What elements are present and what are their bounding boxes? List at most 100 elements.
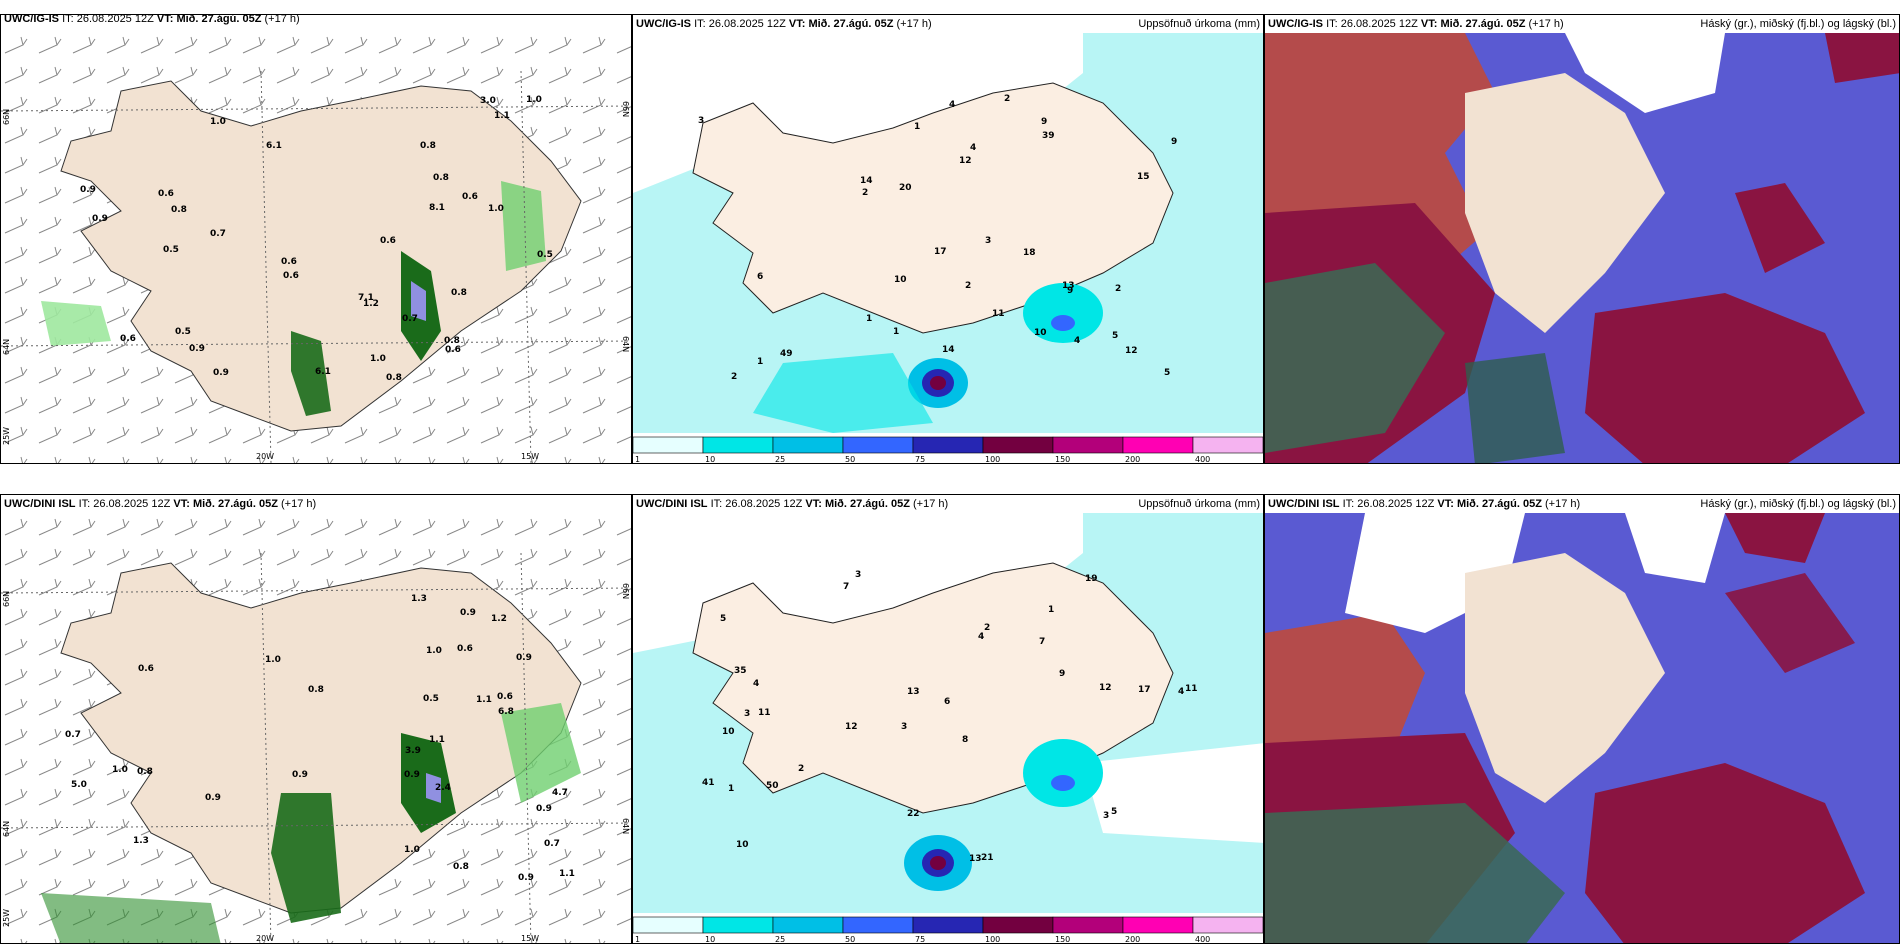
legend-swatch	[982, 436, 1054, 454]
precip-value-label: 2	[862, 188, 868, 198]
precip-value-label: 4	[978, 632, 984, 642]
lat-tick: 66N	[2, 109, 11, 125]
wind-value-label: 0.6	[283, 271, 299, 281]
precip-value-label: 11	[758, 708, 771, 718]
precip-panel-title: UWC/IG-IS IT: 26.08.2025 12Z VT: Mið. 27…	[636, 18, 1260, 30]
legend-swatch	[842, 436, 914, 454]
precip-value-label: 4	[970, 143, 976, 153]
precip-value-label: 11	[992, 309, 1005, 319]
legend-swatch	[1052, 916, 1124, 934]
precip-value-label: 13	[907, 687, 920, 697]
precip-value-label: 17	[934, 247, 947, 257]
legend-swatch	[1052, 436, 1124, 454]
wind-value-label: 0.9	[213, 368, 229, 378]
precip-value-label: 10	[736, 840, 749, 850]
precip-value-label: 14	[860, 176, 873, 186]
legend-label: 75	[915, 935, 925, 943]
wind-value-label: 0.9	[536, 804, 552, 814]
wind-value-label: 0.8	[171, 205, 187, 215]
cloud-panel-row1: UWC/IG-IS IT: 26.08.2025 12Z VT: Mið. 27…	[1264, 14, 1900, 464]
wind-value-label: 1.0	[265, 655, 281, 665]
precip-value-label: 2	[1004, 94, 1010, 104]
wind-value-label: 2.4	[435, 783, 451, 793]
wind-map: 66N 64N 25W 20W 15W 66N 64N 0.81.00.50.6…	[1, 31, 631, 463]
lat-tick: 66N	[2, 591, 11, 607]
lon-tick: 15W	[521, 934, 539, 943]
wind-value-label: 1.0	[210, 117, 226, 127]
wind-value-label: 7.1	[358, 293, 374, 303]
wind-value-label: 1.1	[559, 869, 575, 879]
wind-value-label: 1.1	[476, 695, 492, 705]
wind-value-label: 0.8	[433, 173, 449, 183]
wind-value-label: 6.8	[498, 707, 514, 717]
wind-value-label: 1.2	[491, 614, 507, 624]
precip-value-label: 1	[914, 122, 920, 132]
wind-value-label: 1.3	[411, 594, 427, 604]
precip-value-label: 4	[1074, 336, 1080, 346]
wind-value-label: 0.7	[210, 229, 226, 239]
precip-value-label: 12	[1125, 346, 1138, 356]
wind-value-label: 0.8	[308, 685, 324, 695]
precip-value-label: 1	[893, 327, 899, 337]
wind-value-label: 0.8	[386, 373, 402, 383]
wind-value-label: 0.5	[175, 327, 191, 337]
wind-value-label: 0.8	[137, 767, 153, 777]
wind-value-label: 0.5	[423, 694, 439, 704]
precip-value-label: 4	[949, 100, 955, 110]
wind-value-label: 0.7	[402, 314, 418, 324]
legend-swatch	[912, 436, 984, 454]
wind-value-label: 4.7	[552, 788, 568, 798]
precip-value-label: 5	[1112, 331, 1118, 341]
wind-value-label: 1.0	[112, 765, 128, 775]
wind-value-label: 1.1	[494, 111, 510, 121]
wind-value-label: 1.0	[404, 845, 420, 855]
wind-panel-title: UWC/DINI ISL IT: 26.08.2025 12Z VT: Mið.…	[4, 498, 317, 510]
precip-value-label: 3	[1103, 811, 1109, 821]
wind-value-label: 0.6	[120, 334, 136, 344]
legend-swatch	[772, 916, 844, 934]
precip-value-label: 1	[757, 357, 763, 367]
precip-value-label: 3	[855, 570, 861, 580]
precip-value-label: 2	[731, 372, 737, 382]
precip-value-label: 12	[1099, 683, 1112, 693]
precip-value-label: 7	[843, 582, 849, 592]
wind-value-label: 0.9	[189, 344, 205, 354]
precip-value-label: 4	[753, 679, 759, 689]
wind-value-label: 0.9	[92, 214, 108, 224]
legend-label: 400	[1195, 935, 1210, 943]
legend-label: 50	[845, 935, 855, 943]
wind-value-label: 1.1	[429, 735, 445, 745]
lon-tick: 15W	[521, 452, 539, 461]
wind-value-label: 0.6	[497, 692, 513, 702]
precip-value-label: 1	[728, 784, 734, 794]
wind-value-label: 0.9	[292, 770, 308, 780]
wind-value-label: 8.1	[429, 203, 445, 213]
legend-label: 150	[1055, 455, 1070, 463]
precip-value-label: 20	[899, 183, 912, 193]
lat-tick: 64N	[2, 339, 11, 355]
precip-value-label: 49	[780, 349, 793, 359]
wind-value-label: 0.9	[516, 653, 532, 663]
wind-value-label: 0.9	[518, 873, 534, 883]
cloud-panel-title: UWC/DINI ISL IT: 26.08.2025 12Z VT: Mið.…	[1268, 498, 1896, 510]
wind-map: 66N 64N 25W 20W 15W 66N 64N 0.94.71.10.9…	[1, 513, 631, 943]
wind-panel-title: UWC/IG-IS IT: 26.08.2025 12Z VT: Mið. 27…	[4, 14, 300, 25]
precip-legend: 1 10 25 50 75 100 150 200 400	[633, 915, 1263, 943]
wind-value-label: 0.9	[205, 793, 221, 803]
legend-swatch	[1122, 916, 1194, 934]
wind-value-label: 0.7	[544, 839, 560, 849]
wind-value-label: 1.2	[363, 299, 379, 309]
legend-swatch	[702, 436, 774, 454]
legend-label: 25	[775, 935, 785, 943]
legend-swatch	[982, 916, 1054, 934]
wind-value-label: 1.0	[370, 354, 386, 364]
wind-value-label: 0.5	[163, 245, 179, 255]
wind-value-label: 0.9	[80, 185, 96, 195]
precip-value-label: 22	[907, 809, 920, 819]
precip-value-label: 21	[981, 853, 994, 863]
precip-value-label: 10	[1034, 328, 1047, 338]
legend-label: 10	[705, 935, 715, 943]
wind-value-label: 1.0	[488, 204, 504, 214]
